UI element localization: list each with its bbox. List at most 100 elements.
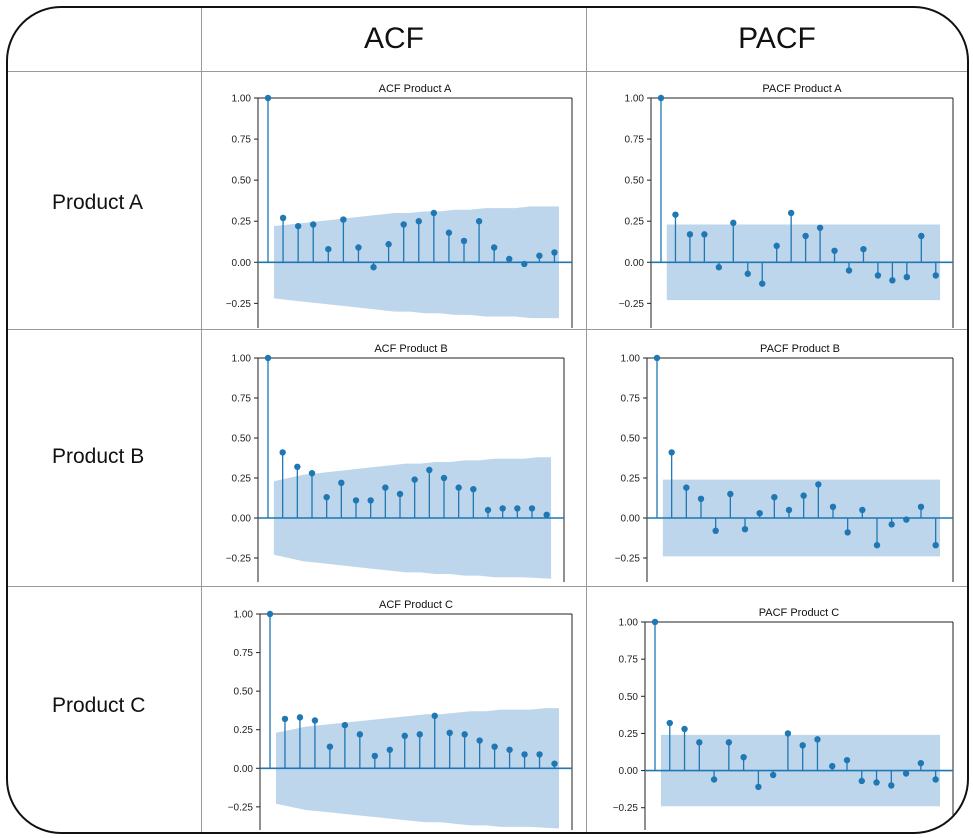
data-point xyxy=(701,231,708,238)
y-tick-label: 0.50 xyxy=(232,176,252,187)
data-point xyxy=(475,218,483,225)
data-point xyxy=(860,245,867,253)
data-point xyxy=(889,277,896,284)
data-point xyxy=(551,760,558,767)
data-point xyxy=(756,510,763,517)
data-point xyxy=(829,503,837,510)
data-point xyxy=(773,242,780,250)
y-tick-label: 0.75 xyxy=(234,648,254,659)
data-point xyxy=(341,721,349,729)
y-tick-label: 1.00 xyxy=(625,94,645,105)
row-label-product-a: Product A xyxy=(52,191,144,214)
data-point xyxy=(521,260,528,268)
data-point xyxy=(294,222,302,230)
y-tick-label: 0.25 xyxy=(234,725,254,736)
y-tick-label: 0.75 xyxy=(625,135,645,146)
data-point xyxy=(816,224,824,231)
data-point xyxy=(740,754,747,761)
data-point xyxy=(415,218,422,225)
y-tick-label: 0.75 xyxy=(232,394,252,405)
y-tick-label: −0.25 xyxy=(226,299,252,310)
data-point xyxy=(326,743,334,750)
data-point xyxy=(355,244,362,251)
y-tick-label: 0.25 xyxy=(232,474,252,485)
y-tick-label: 0.25 xyxy=(232,217,252,228)
y-tick-label: 0.75 xyxy=(619,655,639,666)
y-tick-label: 0.00 xyxy=(621,514,641,525)
data-point xyxy=(814,736,821,743)
y-tick-label: 0.00 xyxy=(232,258,252,269)
pacf-product-a-chart: PACF Product A −0.25 0.00 0.25 0.50 0.75 1.00 xyxy=(619,83,954,328)
y-tick-label: 1.00 xyxy=(619,618,639,629)
table-divider-row1 xyxy=(8,329,967,330)
y-tick-label: 0.25 xyxy=(621,474,641,485)
data-point xyxy=(382,484,389,491)
data-point xyxy=(666,719,673,727)
chart-title: PACF Product C xyxy=(759,607,840,619)
data-point xyxy=(264,94,272,102)
data-point xyxy=(785,506,793,514)
data-point xyxy=(490,244,498,251)
data-point xyxy=(800,492,807,499)
y-tick-label: 0.25 xyxy=(619,729,639,740)
pacf-product-c-chart: PACF Product C −0.25 0.00 0.25 0.50 0.75 1.00 xyxy=(613,607,954,830)
data-point xyxy=(310,221,317,228)
data-point xyxy=(888,521,895,528)
data-point xyxy=(686,231,694,238)
data-point xyxy=(445,229,453,236)
data-point xyxy=(426,466,433,474)
y-tick-label: −0.25 xyxy=(619,299,645,310)
data-point xyxy=(873,542,881,549)
column-header-pacf: PACF xyxy=(738,22,816,55)
data-point xyxy=(543,511,550,518)
data-point xyxy=(536,252,543,259)
data-point xyxy=(917,503,925,510)
y-tick-label: 0.75 xyxy=(232,135,252,146)
data-point xyxy=(715,264,723,271)
data-point xyxy=(470,486,477,493)
data-point xyxy=(506,746,513,753)
row-label-product-c: Product C xyxy=(52,694,146,717)
data-point xyxy=(367,497,374,504)
data-point xyxy=(845,267,853,274)
y-tick-label: −0.25 xyxy=(228,802,254,813)
y-tick-label: 0.50 xyxy=(625,176,645,187)
y-tick-label: 0.50 xyxy=(621,434,641,445)
data-point xyxy=(653,354,661,362)
data-point xyxy=(370,264,377,271)
data-point xyxy=(727,490,734,498)
data-point xyxy=(323,494,330,501)
data-point xyxy=(514,505,521,512)
data-point xyxy=(499,505,506,512)
y-tick-label: 1.00 xyxy=(621,354,641,365)
data-point xyxy=(744,270,751,277)
data-point xyxy=(400,221,407,228)
data-point xyxy=(491,743,498,750)
data-point xyxy=(859,506,866,514)
data-point xyxy=(338,479,345,486)
data-point xyxy=(681,725,688,733)
data-point xyxy=(396,490,404,498)
data-point xyxy=(802,232,809,240)
y-tick-label: 1.00 xyxy=(232,94,252,105)
comparison-table: ACF PACF Product A Product B Product C A… xyxy=(6,6,969,834)
data-point xyxy=(528,505,536,512)
data-point xyxy=(917,759,925,767)
y-tick-label: −0.25 xyxy=(615,554,641,565)
y-tick-label: 0.00 xyxy=(234,764,254,775)
data-point xyxy=(843,756,851,764)
y-tick-label: 1.00 xyxy=(234,610,254,621)
data-point xyxy=(799,742,806,749)
data-point xyxy=(460,237,468,245)
data-point xyxy=(730,219,737,227)
data-point xyxy=(476,737,483,744)
data-point xyxy=(430,209,438,217)
data-point xyxy=(769,771,777,779)
data-point xyxy=(697,495,705,502)
data-point xyxy=(657,94,665,102)
table-divider-header xyxy=(8,71,967,72)
data-point xyxy=(932,272,939,279)
y-tick-label: 0.00 xyxy=(625,258,645,269)
data-point xyxy=(551,249,558,256)
chart-title: PACF Product B xyxy=(760,343,840,355)
